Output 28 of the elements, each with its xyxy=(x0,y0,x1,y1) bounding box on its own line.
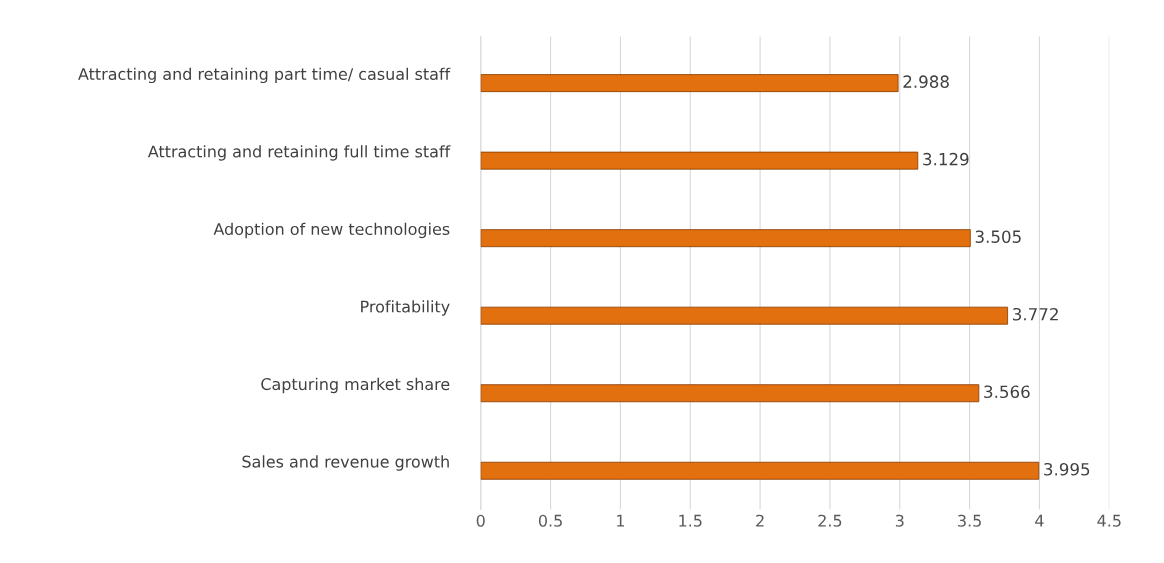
x-tick-label: 4.5 xyxy=(1097,514,1121,527)
y-tick-label: Attracting and retaining part time/ casual staff xyxy=(78,67,451,84)
x-tick-label: 1.5 xyxy=(679,514,702,527)
y-tick-label: Adoption of new technologies xyxy=(213,222,450,239)
x-tick-label: 2 xyxy=(756,514,764,527)
bar xyxy=(480,306,1009,325)
x-tick-label: 3 xyxy=(895,514,904,527)
data-label: 3.129 xyxy=(923,152,969,166)
y-tick-label: Profitability xyxy=(361,300,450,316)
bar xyxy=(480,74,899,93)
bar xyxy=(480,384,980,403)
y-tick-label: Attracting and retaining full time staff xyxy=(147,145,451,161)
bar xyxy=(480,151,919,170)
y-tick-label: Capturing market share xyxy=(261,377,450,394)
bar xyxy=(480,229,971,248)
x-tick-label: 2.5 xyxy=(818,514,842,527)
x-tick-label: 0 xyxy=(476,514,485,527)
data-label: 3.566 xyxy=(984,385,1030,399)
data-label: 2.988 xyxy=(903,75,949,88)
y-tick-label: Sales and revenue growth xyxy=(242,455,449,471)
x-tick-label: 4 xyxy=(1035,514,1044,527)
data-label: 3.995 xyxy=(1044,462,1090,476)
bar xyxy=(480,461,1040,480)
data-label: 3.505 xyxy=(975,230,1021,243)
data-label: 3.772 xyxy=(1013,307,1058,321)
x-tick-label: 0.5 xyxy=(538,514,562,527)
x-tick-label: 3.5 xyxy=(958,514,981,527)
x-tick-label: 1 xyxy=(617,514,625,527)
